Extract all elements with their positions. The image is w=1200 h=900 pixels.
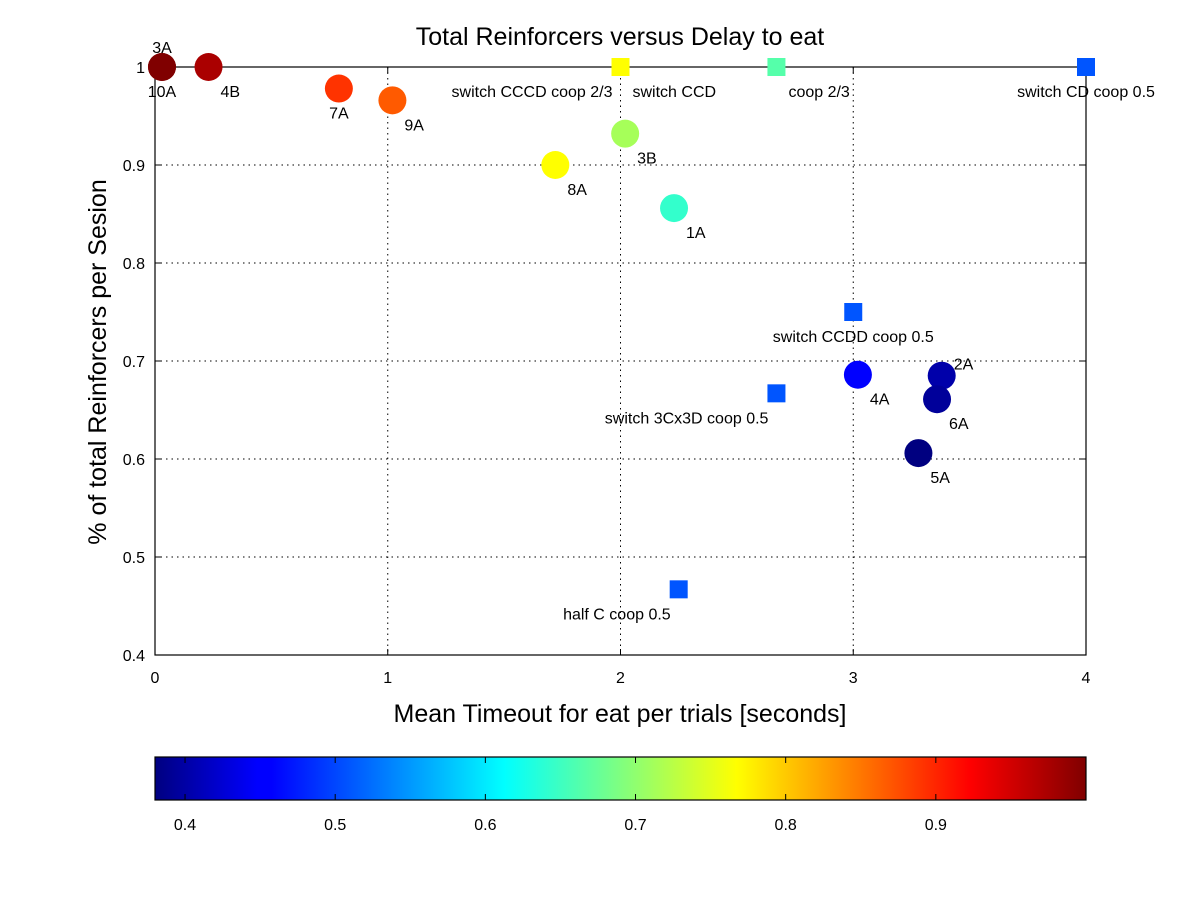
circle-label: 9A [404,117,424,134]
colorbar: 0.4 0.5 0.6 0.7 0.8 0.9 [154,756,1087,834]
x-tick-label: 0 [151,670,160,687]
square-label: switch 3Cx3D coop 0.5 [605,410,769,427]
square-marker [669,580,688,599]
circle-marker [378,86,407,115]
y-tick-label: 0.7 [123,354,145,371]
x-tick-label: 3 [849,670,858,687]
y-tick-label: 0.9 [123,158,145,175]
x-axis-label: Mean Timeout for eat per trials [seconds… [394,700,847,728]
square-label: switch CCCD coop 2/3 [452,84,613,101]
circle-label: 4A [870,392,890,409]
colorbar-tick-label: 0.9 [925,817,947,834]
circle-label: 2A [954,357,974,374]
circle-marker [541,151,570,179]
circle-marker [194,53,223,81]
circle-label: 10A [148,84,177,101]
circle-marker [927,361,956,390]
circle-marker [324,74,353,103]
circle-label: 5A [930,470,950,487]
chart-title: Total Reinforcers versus Delay to eat [416,23,825,51]
square-label: switch CCD [633,84,717,101]
grid-lines [155,67,1086,655]
square-marker [767,384,786,403]
circle-label: 8A [567,182,587,199]
square-label: switch CD coop 0.5 [1017,84,1155,101]
square-label: coop 2/3 [788,84,849,101]
square-label: switch CCDD coop 0.5 [773,329,934,346]
y-tick-label: 0.4 [123,648,145,665]
colorbar-tick-label: 0.4 [174,817,196,834]
axis-ticks: 0 1 2 3 4 0.4 0.5 0.6 0.7 0.8 0.9 1 [123,60,1091,687]
circle-marker [904,439,933,468]
square-label: half C coop 0.5 [563,606,671,623]
circle-label: 6A [949,416,969,433]
colorbar-frame [154,756,1087,801]
circle-label: 7A [329,106,349,123]
circle-marker [843,360,872,389]
data-labels: switch CCCD coop 2/3 switch CCD coop 2/3 sw… [148,40,1155,623]
colorbar-tick-label: 0.7 [624,817,646,834]
y-tick-label: 0.8 [123,256,145,273]
circle-label: 1A [686,225,706,242]
square-marker [1077,58,1095,76]
y-tick-label: 0.6 [123,452,145,469]
x-tick-label: 1 [383,670,392,687]
colorbar-tick-label: 0.5 [324,817,346,834]
circle-label: 3A [152,40,172,57]
circle-marker [923,385,952,414]
x-tick-label: 2 [616,670,625,687]
square-marker [611,58,630,76]
colorbar-tick-label: 0.8 [775,817,797,834]
circle-label: 3B [637,151,657,168]
y-tick-label: 1 [136,60,145,77]
colorbar-tick-label: 0.6 [474,817,496,834]
y-tick-label: 0.5 [123,550,145,567]
circle-label: 4B [221,84,241,101]
y-axis-label: % of total Reinforcers per Sesion [84,179,112,544]
circle-marker [611,119,640,148]
x-tick-label: 4 [1082,670,1091,687]
colorbar-gradient [155,757,1086,800]
data-marks [147,53,1095,599]
circle-marker [660,194,689,223]
square-marker [767,58,786,76]
circle-marker [147,53,176,81]
square-marker [844,303,863,321]
